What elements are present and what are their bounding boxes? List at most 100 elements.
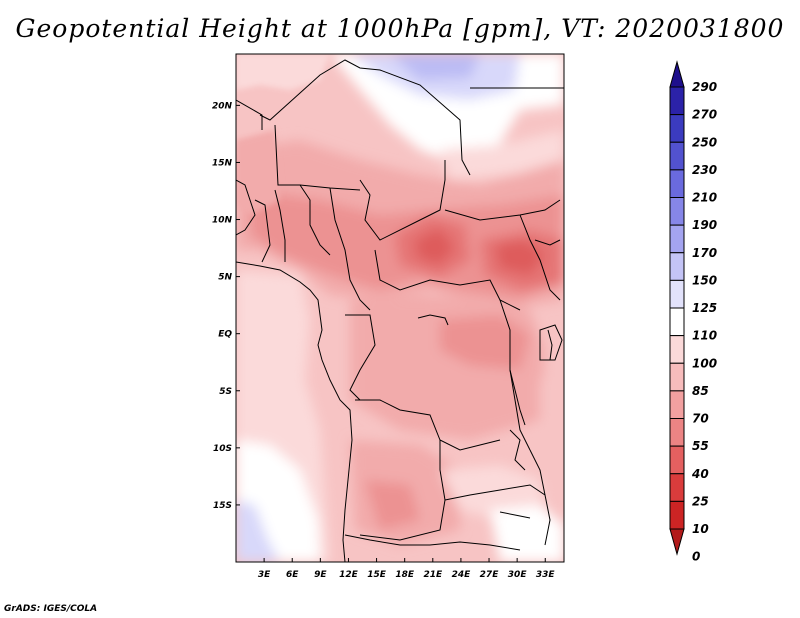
field-zambia [440,465,545,520]
field-northeast-light [440,130,564,180]
colorbar-swatch [669,362,685,392]
lat-tick-label: EQ [218,330,232,340]
colorbar-top-triangle [669,60,685,88]
colorbar-swatch [669,473,685,502]
coast-east-africa [547,329,553,361]
colorbar-level-label: 125 [692,301,717,315]
border-congo-brazzaville [345,314,376,401]
field-southwest-blue [236,500,280,562]
border-west-africa-2 [254,199,271,263]
lake-tanganyika [509,369,526,426]
coastline-gulf-of-guinea [236,261,353,562]
field-east-coast [540,370,564,500]
colorbar-level-label: 100 [692,356,717,370]
colorbar-swatch [669,307,685,337]
field-sudan-peak [495,240,545,275]
border-west-africa-3 [274,189,286,262]
border-algeria-mali [236,99,263,130]
border-zimbabwe [499,511,531,519]
chart-title: Geopotential Height at 1000hPa [gpm], VT… [15,14,785,43]
river-congo [417,314,449,326]
field-car-peak [415,228,455,265]
colorbar-swatch [669,169,685,198]
border-angola-zambia [359,440,446,541]
lon-tick-label: 6E [286,570,299,580]
colorbar-level-label: 40 [691,467,709,481]
colorbar-swatch [669,500,685,530]
lon-tick-label: 30E [508,570,528,580]
border-namibia [344,534,521,551]
border-south-sudan [519,214,561,301]
field-congo-east [440,315,530,370]
colorbar-swatch [669,445,685,475]
lon-tick-label: 3E [258,570,271,580]
field-northwest-light [236,54,330,90]
height-field [236,54,564,562]
colorbar-swatch [669,252,685,281]
footer-credit: GrADS: IGES/COLA [4,604,98,614]
colorbar-swatch [669,224,685,254]
colorbar-level-label: 170 [692,246,717,260]
border-nigeria-cameroon [329,187,371,311]
field-west-africa [236,130,280,215]
colorbar-swatch [669,141,685,171]
map-frame [235,53,565,563]
border-car-south [374,249,521,311]
border-zambia-south [444,484,546,501]
colorbar-level-label: 70 [692,412,709,426]
border-chad [359,160,446,241]
colorbar-swatch [669,335,685,364]
lat-tick-label: 10N [212,216,233,226]
field-angola-core [365,480,420,530]
colorbar-swatch [669,114,685,143]
longitude-ticks: 3E 6E 9E 12E 15E 18E 21E 24E 27E 30E 33E [258,558,556,580]
colorbar-level-label: 230 [692,163,717,177]
latitude-ticks: 20N 15N 10N 5N EQ 5S 10S 15S [212,101,240,511]
border-mozambique [509,429,526,471]
colorbar-level-label: 25 [692,494,709,508]
lat-tick-label: 5S [219,387,232,397]
colorbar-level-label: 250 [692,135,717,149]
lon-tick-label: 18E [395,570,415,580]
colorbar-level-label: 110 [692,329,717,343]
lat-tick-label: 5N [218,273,232,283]
colorbar-level-label: 55 [692,439,709,453]
border-sudan-ethiopia [534,239,561,246]
colorbar-swatch [669,197,685,226]
colorbar-level-label: 210 [692,191,717,205]
border-niger-nigeria [299,184,331,256]
colorbar-level-label: 150 [692,273,717,287]
colorbar-level-label: 290 [692,80,717,94]
lon-tick-label: 12E [339,570,359,580]
lat-tick-label: 20N [212,101,233,111]
lat-tick-label: 10S [213,444,232,454]
border-drc-angola [355,399,501,451]
country-borders [236,59,564,562]
border-west-africa-1 [236,179,256,236]
lat-tick-label: 15N [212,158,233,168]
colorbar: 2902702502302101901701501251101008570554… [669,60,717,564]
colorbar-level-label: 190 [692,218,717,232]
colorbar-level-label: 270 [692,108,717,122]
lon-tick-label: 24E [452,570,472,580]
border-malawi [529,449,551,546]
colorbar-swatch [669,390,685,419]
colorbar-bottom-triangle [669,528,685,556]
colorbar-level-label: 0 [692,550,700,564]
colorbar-swatch [669,418,685,447]
lat-tick-label: 15S [213,501,232,511]
lon-tick-label: 33E [536,570,556,580]
lon-tick-label: 15E [367,570,387,580]
border-drc-east [499,299,531,451]
colorbar-swatch [669,86,685,116]
field-north-blue-core [390,54,480,80]
lon-tick-label: 27E [480,570,500,580]
colorbar-level-label: 10 [692,522,709,536]
colorbar-swatch [669,279,685,309]
border-sahara [259,59,471,176]
lon-tick-label: 21E [423,570,443,580]
colorbar-level-label: 85 [692,384,709,398]
lake-victoria [539,324,563,361]
lon-tick-label: 9E [314,570,327,580]
